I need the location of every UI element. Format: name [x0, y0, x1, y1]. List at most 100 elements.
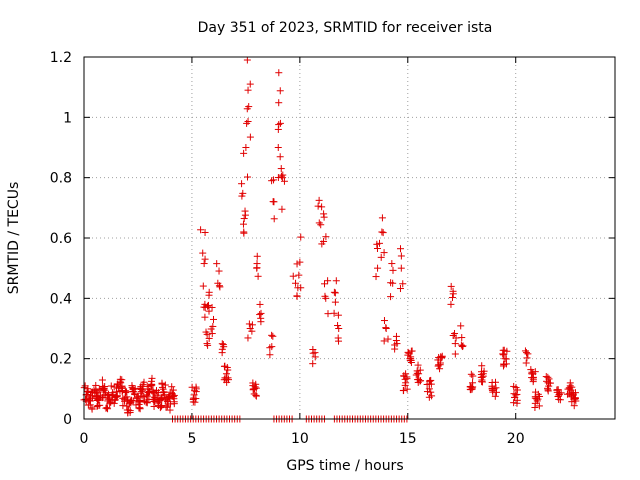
data-point [215, 282, 223, 290]
data-point [256, 300, 264, 308]
data-point [245, 320, 253, 328]
data-point [143, 392, 151, 400]
data-point [309, 349, 317, 357]
data-point [205, 291, 213, 299]
data-point [121, 387, 129, 395]
data-point [201, 228, 209, 236]
data-point [297, 233, 305, 241]
data-point [219, 341, 227, 349]
data-point [447, 300, 455, 308]
data-point [276, 119, 284, 127]
data-point [103, 404, 111, 412]
data-point [256, 311, 264, 319]
data-point [289, 272, 297, 280]
data-point [399, 280, 407, 288]
data-point [553, 386, 561, 394]
data-point [513, 399, 521, 407]
data-point [241, 207, 249, 215]
data-point [269, 332, 277, 340]
data-point [572, 397, 580, 405]
data-point [170, 398, 178, 406]
data-point [318, 203, 326, 211]
data-point [257, 318, 265, 326]
data-point [163, 402, 171, 410]
data-point [242, 144, 250, 151]
data-point [543, 384, 551, 392]
y-tick-label: 1.2 [50, 50, 72, 66]
data-point [199, 249, 207, 257]
data-point [203, 330, 211, 338]
data-point [244, 86, 252, 94]
data-point [143, 398, 151, 406]
data-point [436, 359, 444, 367]
data-point [243, 56, 251, 64]
data-point [153, 391, 161, 399]
data-point [243, 119, 251, 127]
data-point [458, 343, 466, 351]
data-point [221, 374, 229, 382]
data-point [244, 334, 252, 342]
data-point [252, 380, 260, 388]
data-point [510, 390, 518, 398]
data-point [377, 253, 385, 261]
data-point [373, 244, 381, 252]
data-point [238, 192, 246, 200]
data-point [309, 360, 317, 368]
data-point [513, 386, 521, 394]
data-point [200, 303, 208, 311]
data-point [127, 396, 135, 404]
data-point [107, 398, 115, 406]
data-point [148, 374, 156, 382]
data-point [531, 368, 539, 376]
data-point [324, 310, 332, 318]
data-point [330, 288, 338, 296]
data-point [311, 353, 319, 361]
data-point [252, 392, 260, 400]
x-tick-label: 0 [80, 431, 89, 447]
data-point [407, 353, 415, 361]
data-point [380, 337, 388, 345]
data-point [416, 366, 424, 374]
data-point [426, 377, 434, 385]
data-point [372, 273, 380, 281]
data-point [423, 388, 431, 396]
data-point [378, 214, 386, 222]
data-point [544, 373, 552, 381]
data-point [428, 392, 436, 400]
data-point [387, 293, 395, 301]
data-point [397, 245, 405, 253]
data-point [266, 351, 274, 359]
data-point [203, 340, 211, 348]
data-point [492, 388, 500, 396]
data-point [400, 372, 408, 380]
data-point [220, 376, 228, 384]
data-point [238, 180, 246, 188]
data-point [136, 405, 144, 413]
data-point [201, 255, 209, 263]
data-point [563, 390, 571, 398]
data-point [166, 406, 174, 414]
data-point [252, 391, 260, 399]
data-point [292, 279, 300, 287]
data-point [379, 229, 387, 237]
x-tick-label: 15 [399, 431, 417, 447]
data-point [170, 393, 178, 401]
data-point [89, 394, 97, 402]
y-tick-label: 0.6 [50, 231, 72, 247]
data-point [330, 309, 338, 317]
data-point [334, 311, 342, 319]
data-point [275, 99, 283, 107]
data-point [555, 395, 563, 403]
x-tick-label: 10 [291, 431, 309, 447]
data-point [457, 341, 465, 349]
data-point [568, 398, 576, 406]
data-point [534, 395, 542, 403]
data-point [93, 402, 101, 410]
data-point [380, 317, 388, 325]
data-point [524, 350, 532, 358]
data-point [249, 382, 257, 390]
data-point [435, 353, 443, 361]
y-tick-label: 0.8 [50, 171, 72, 187]
data-point [191, 387, 199, 395]
